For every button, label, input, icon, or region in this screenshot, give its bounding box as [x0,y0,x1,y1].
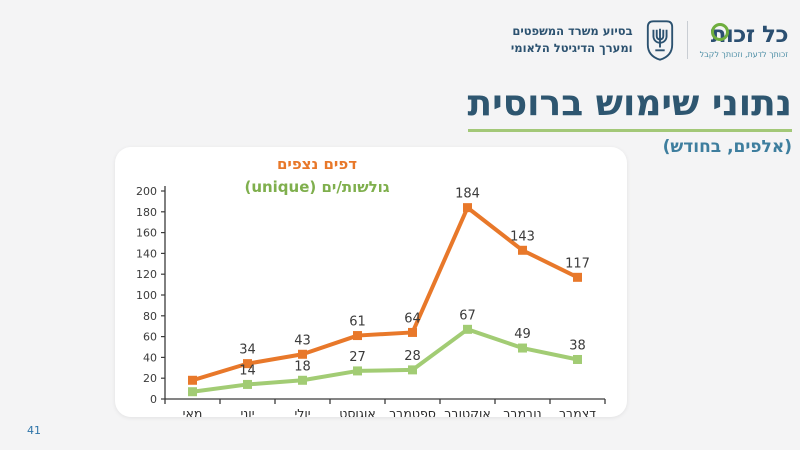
chart-legend: דפים נצפים גולשות/ים (unique) [207,153,427,200]
page-subtitle: (אלפים, בחודש) [662,136,792,157]
series-marker [298,375,307,385]
chart-card: דפים נצפים גולשות/ים (unique) 0 20 40 60 80 1… [115,147,627,417]
x-category-label: יוני [240,406,254,417]
title-block: נתוני שימוש ברוסית (אלפים, בחודש) [467,84,792,157]
y-tick-label: 160 [136,227,157,240]
series-marker [353,331,362,341]
y-tick-label: 20 [143,372,157,385]
ministry-credit: בסיוע משרד המשפטים ומערך הדיגיטל הלאומי [511,23,633,56]
data-label: 38 [569,338,586,353]
series-marker [243,379,252,389]
header: בסיוע משרד המשפטים ומערך הדיגיטל הלאומי … [511,18,789,62]
series-marker [243,359,252,369]
y-tick-label: 0 [150,393,157,406]
data-label: 28 [404,349,421,364]
series-marker [518,343,527,353]
x-category-label: ספטמבר [389,406,436,417]
ministry-credit-line1: בסיוע משרד המשפטים [512,24,633,39]
y-tick-label: 100 [136,289,157,302]
data-label: 67 [459,308,476,323]
series-marker [518,245,527,255]
series-marker [573,354,582,364]
logo-green-dot-icon [710,22,729,41]
header-divider [686,21,688,59]
series-line [192,327,578,394]
x-category-label: אוקטובר [444,406,490,417]
series-line [191,205,579,383]
series-marker [353,366,362,376]
series-marker [463,324,472,334]
x-category-label: מאי [183,406,203,417]
legend-unique-visitors-label: גולשות/ים (unique) [244,178,390,197]
data-label: 184 [455,187,480,202]
logo-tagline: זכותך לדעת, וזכותך לקבל [699,49,788,59]
kol-zchut-logo: כל זכות זכותך לדעת, וזכותך לקבל [699,21,789,59]
y-tick-label: 120 [136,268,157,281]
y-tick-label: 180 [136,206,157,219]
data-label: 143 [510,229,535,244]
y-tick-label: 40 [143,351,157,364]
x-category-label: יולי [294,406,310,417]
israel-state-emblem-icon [646,20,673,61]
series-marker [188,387,197,397]
logo-name: כל זכות [710,21,789,48]
ministry-credit-line2: ומערך הדיגיטל הלאומי [510,41,633,55]
data-label: 14 [239,363,256,378]
series-marker [463,203,472,213]
series-marker [298,349,307,359]
page-title: נתוני שימוש ברוסית [467,84,792,132]
x-category-label: נובמבר [503,406,541,417]
data-label: 27 [349,350,366,365]
x-category-label: דצמבר [559,406,596,417]
usage-line-chart: 0 20 40 60 80 100 120 140 160 180 200 מאי יוני יולי או… [136,185,606,417]
series-marker [573,272,582,282]
y-tick-label: 80 [143,310,157,323]
data-label: 18 [294,359,311,374]
data-label: 64 [404,311,421,326]
x-category-label: אוגוסט [339,406,376,417]
series-marker [188,375,197,385]
data-label: 49 [514,327,531,342]
y-tick-label: 140 [136,247,157,260]
data-label: 61 [349,315,366,330]
data-label: 34 [239,343,256,358]
data-label: 117 [565,256,590,271]
data-label: 43 [294,333,311,348]
legend-pages-viewed-label: דפים נצפים [276,155,358,173]
series-marker [408,327,417,337]
series-marker [408,365,417,375]
y-tick-label: 200 [136,185,157,198]
y-tick-label: 60 [143,331,157,344]
page-number: 41 [27,424,41,437]
